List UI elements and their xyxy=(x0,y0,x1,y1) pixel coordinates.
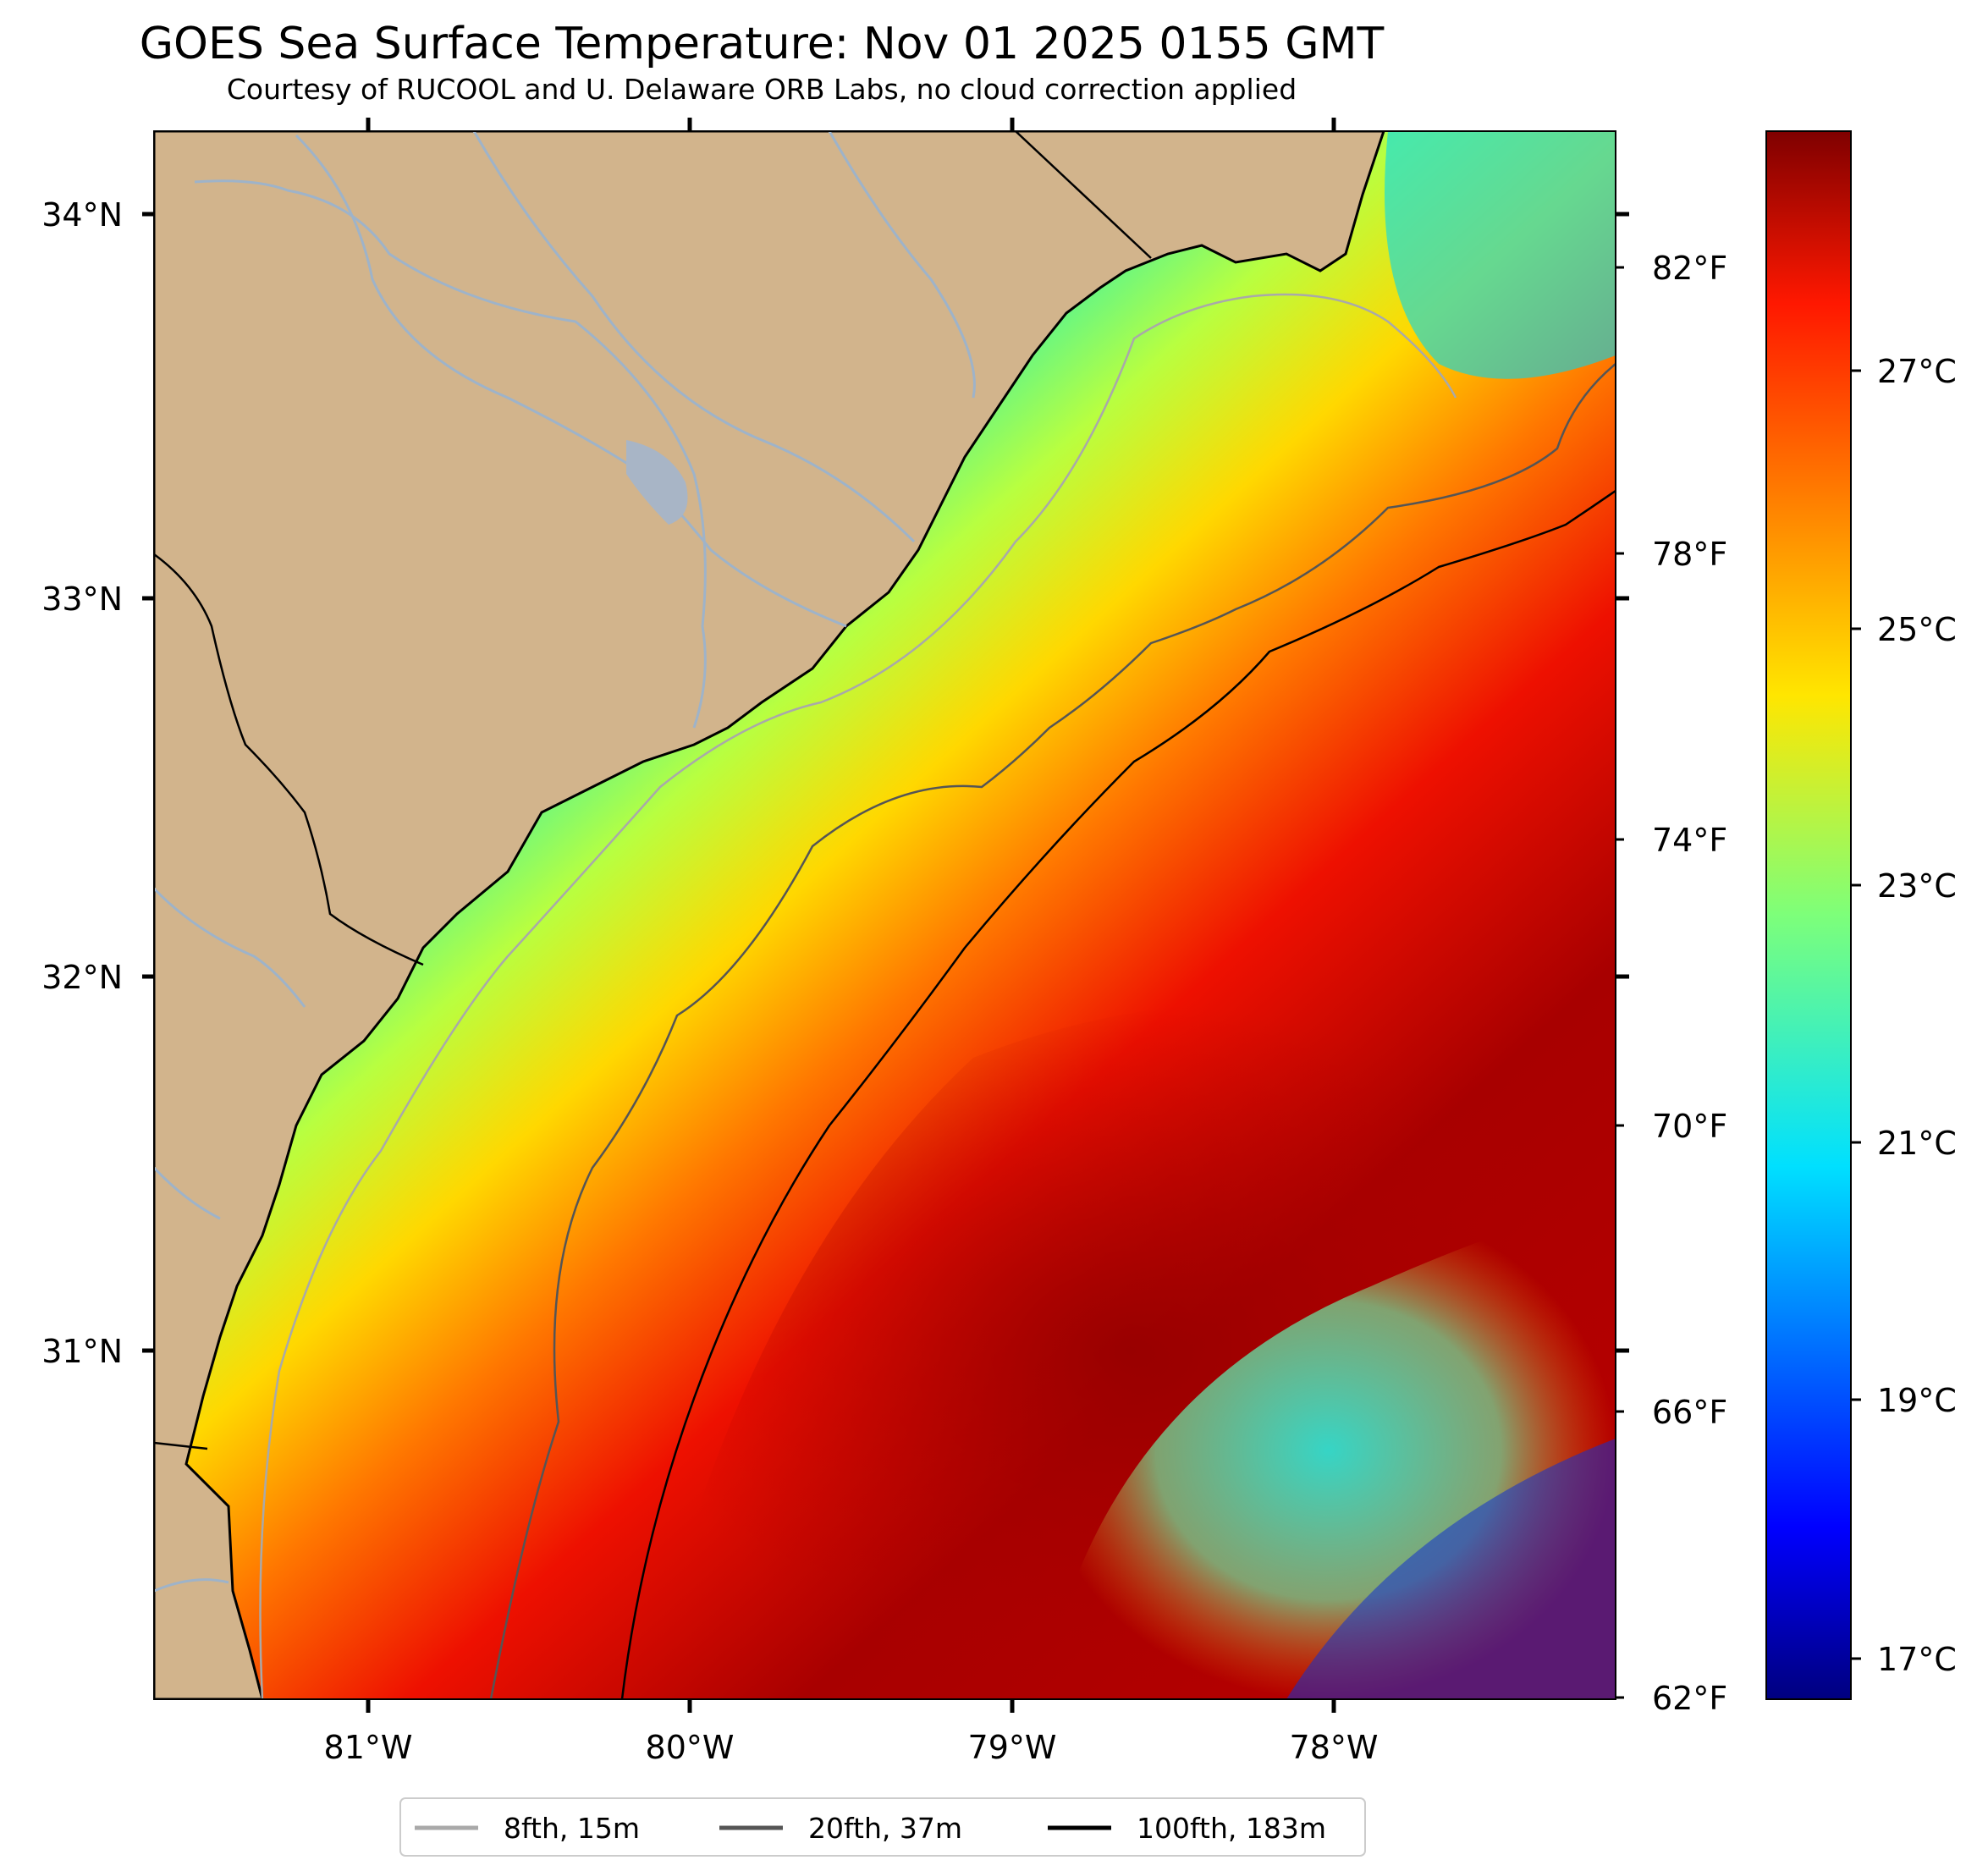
legend-label-8fth: 8fth, 15m xyxy=(504,1812,640,1845)
map-area xyxy=(154,131,1616,1699)
f-label-74: 74°F xyxy=(1652,822,1727,859)
map-title: GOES Sea Surface Temperature: Nov 01 202… xyxy=(139,19,1385,69)
legend-label-100fth: 100fth, 183m xyxy=(1137,1812,1326,1845)
land xyxy=(154,131,1385,1699)
northeast-cool-water xyxy=(1385,131,1616,379)
lon-label-78: 78°W xyxy=(1290,1729,1379,1766)
lat-label-31: 31°N xyxy=(41,1333,123,1370)
f-label-66: 66°F xyxy=(1652,1394,1727,1431)
map-frame xyxy=(153,130,1616,1700)
colorbar xyxy=(1765,130,1852,1700)
lon-label-80: 80°W xyxy=(646,1729,735,1766)
lon-label-81: 81°W xyxy=(324,1729,413,1766)
map-subtitle: Courtesy of RUCOOL and U. Delaware ORB L… xyxy=(226,73,1297,106)
lake xyxy=(626,440,688,525)
isobaths xyxy=(259,293,1616,1699)
rivers xyxy=(154,131,976,1593)
fahrenheit-axis: 82°F 78°F 74°F 70°F 66°F 62°F xyxy=(1616,250,1727,1717)
f-label-82: 82°F xyxy=(1652,250,1727,287)
isobath-20fth xyxy=(489,363,1616,1699)
c-label-21: 21°C xyxy=(1877,1125,1957,1162)
isobath-legend: 8fth, 15m 20fth, 37m 100fth, 183m xyxy=(399,1797,1366,1857)
lat-label-33: 33°N xyxy=(41,581,123,618)
f-label-62: 62°F xyxy=(1652,1680,1727,1717)
c-label-17: 17°C xyxy=(1877,1641,1957,1678)
c-label-23: 23°C xyxy=(1877,867,1957,905)
f-label-78: 78°F xyxy=(1652,536,1727,573)
f-label-70: 70°F xyxy=(1652,1108,1727,1145)
celsius-axis: 27°C 25°C 23°C 21°C 19°C 17°C xyxy=(1851,353,1957,1678)
c-label-27: 27°C xyxy=(1877,353,1957,390)
lat-label-34: 34°N xyxy=(41,196,123,234)
c-label-19: 19°C xyxy=(1877,1382,1957,1419)
lat-label-32: 32°N xyxy=(41,959,123,996)
state-borders xyxy=(154,131,1152,1450)
lon-label-79: 79°W xyxy=(968,1729,1057,1766)
isobath-100fth xyxy=(620,489,1616,1699)
cold-patch xyxy=(1286,1439,1616,1699)
c-label-25: 25°C xyxy=(1877,611,1957,648)
isobath-8fth xyxy=(259,293,1457,1699)
major-ticks xyxy=(142,118,1629,1713)
legend-label-20fth: 20fth, 37m xyxy=(808,1812,962,1845)
